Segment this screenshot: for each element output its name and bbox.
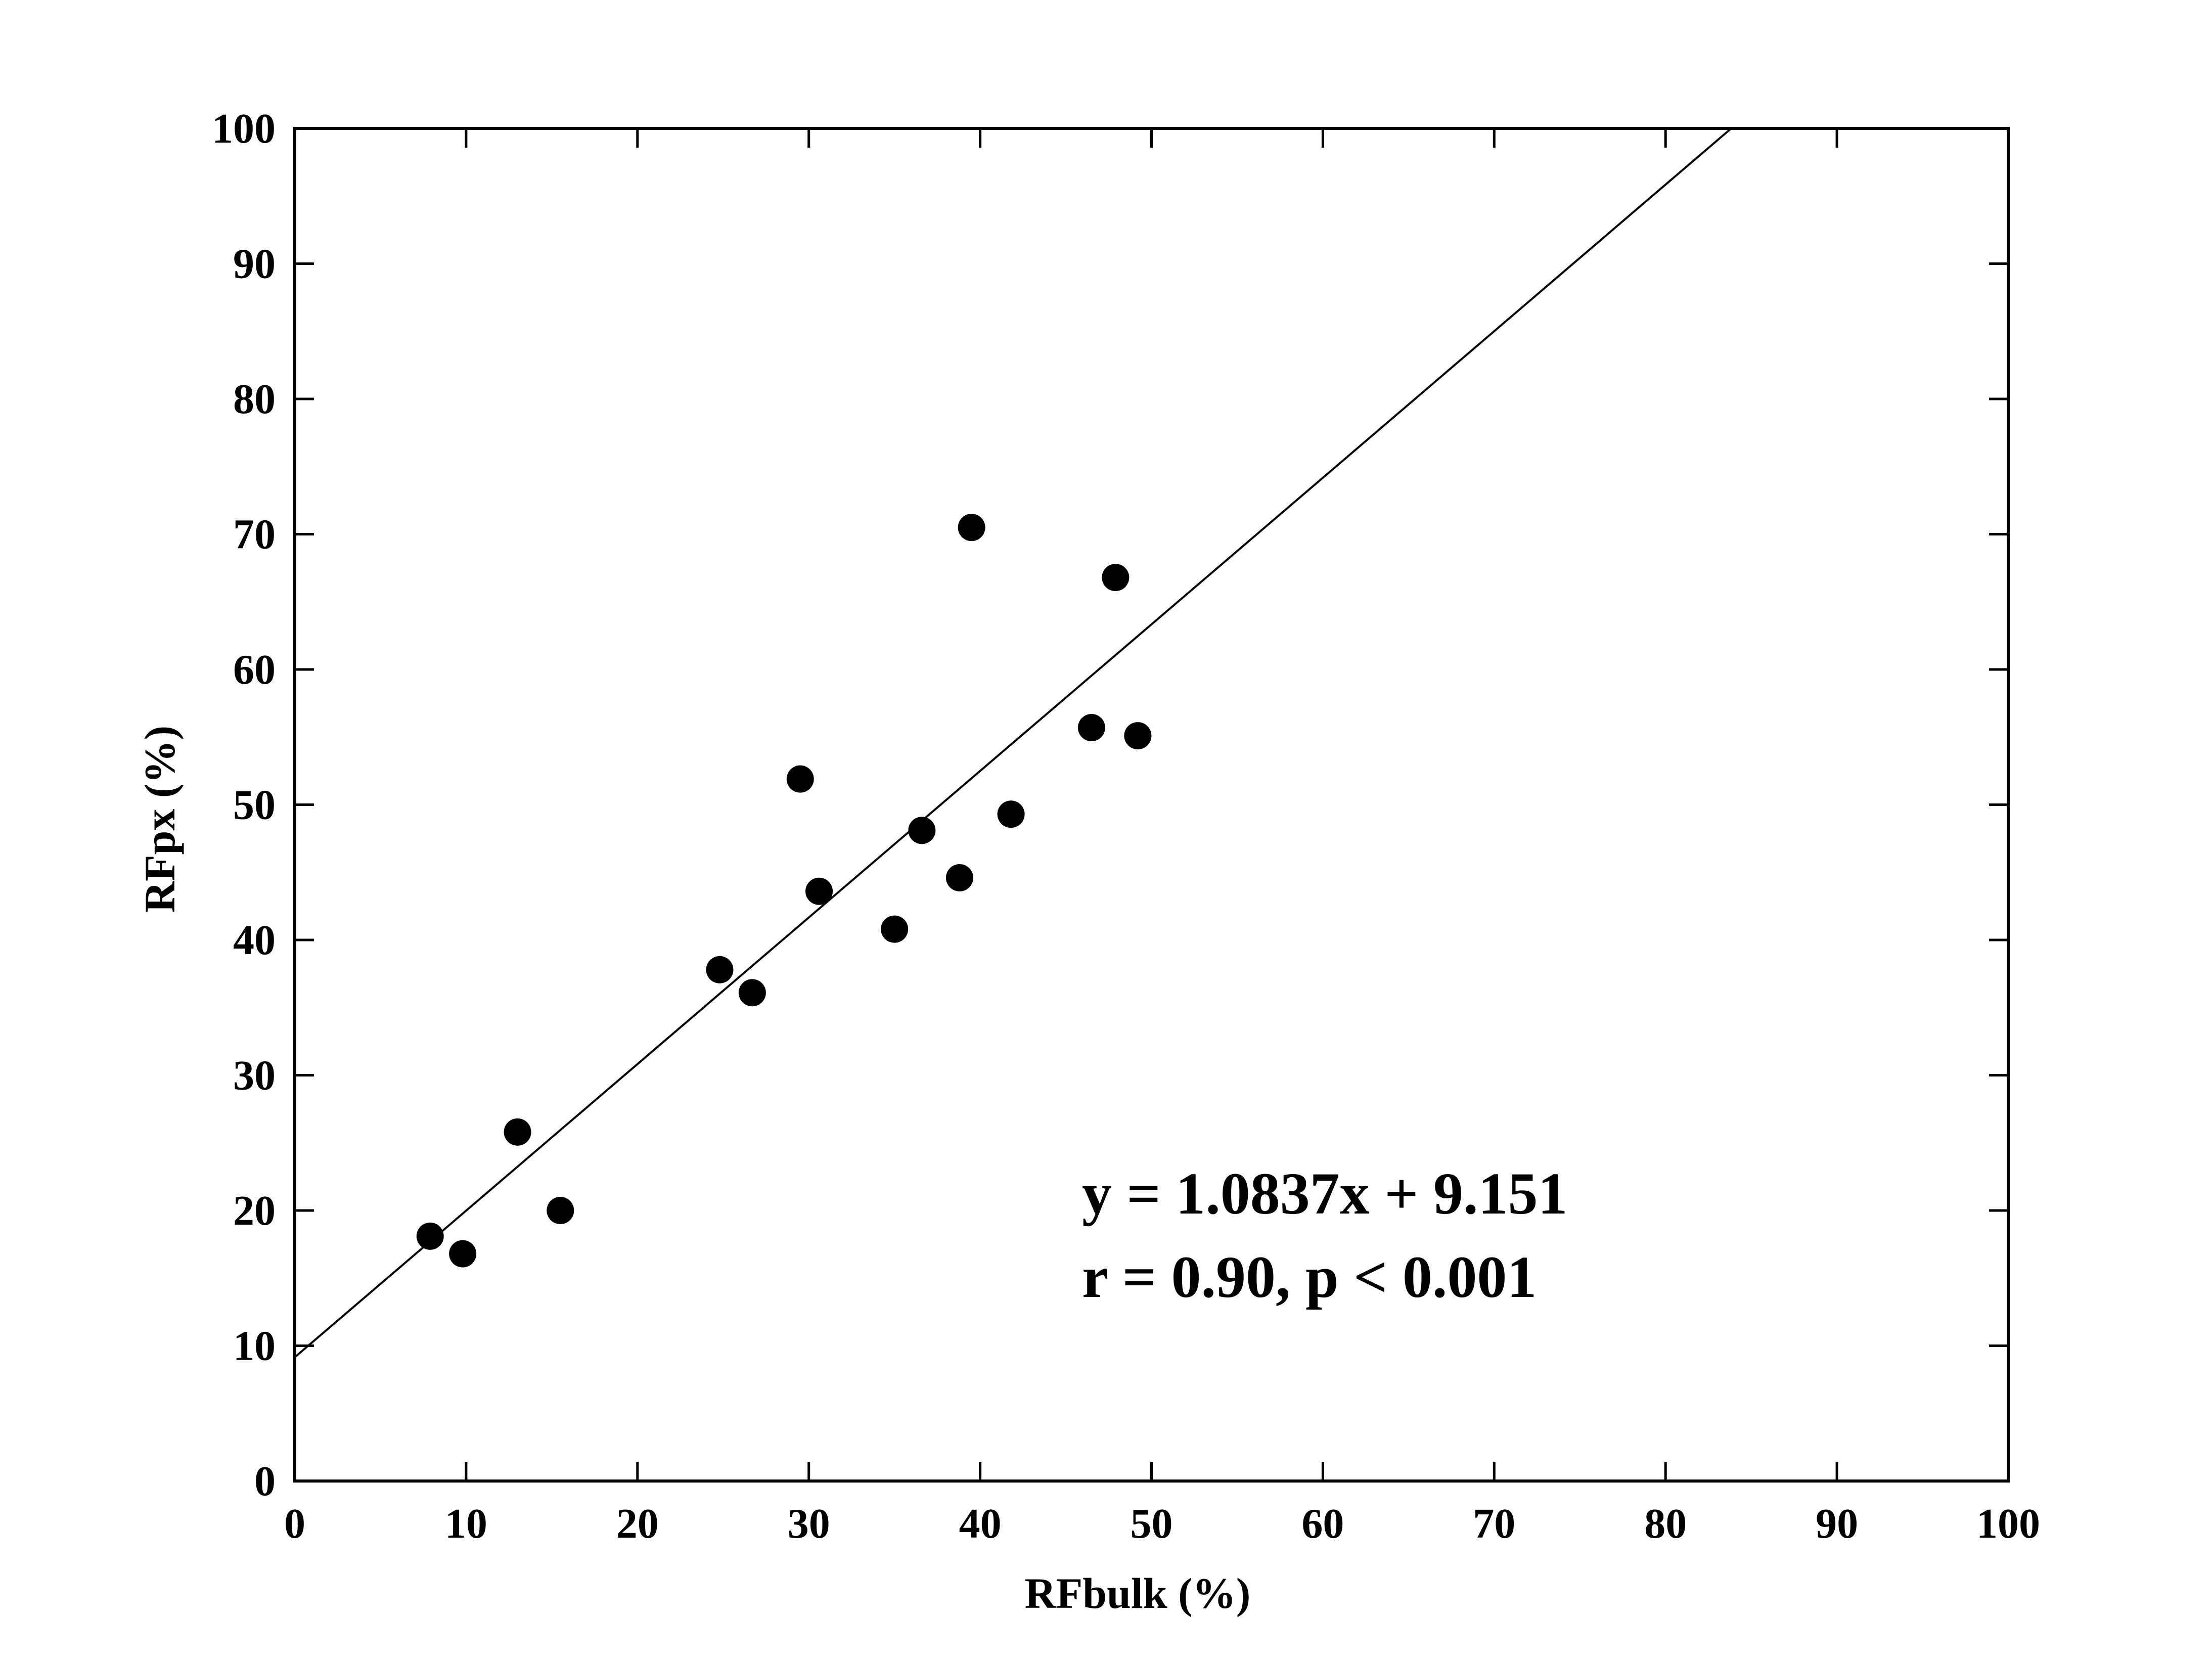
y-tick-label: 80	[233, 376, 276, 423]
data-point	[945, 864, 973, 891]
data-point	[997, 800, 1025, 828]
y-tick-label: 60	[233, 646, 276, 693]
y-tick-labels: 0 10 20 30 40 50 60 70 80 90 100	[212, 105, 276, 1505]
data-point	[1102, 564, 1130, 592]
data-point	[738, 979, 766, 1007]
x-tick-label: 70	[1473, 1500, 1515, 1547]
x-tick-label: 60	[1301, 1500, 1344, 1547]
data-point	[958, 514, 985, 542]
x-tick-label: 0	[284, 1500, 305, 1547]
x-tick-label: 80	[1644, 1500, 1687, 1547]
y-tick-label: 90	[233, 241, 276, 288]
y-tick-label: 40	[233, 917, 276, 964]
x-tick-labels: 0 10 20 30 40 50 60 70 80 90 100	[284, 1500, 2040, 1547]
x-tick-label: 50	[1131, 1500, 1173, 1547]
y-tick-label: 0	[254, 1458, 276, 1505]
trendline	[294, 127, 1732, 1358]
y-tick-label: 30	[233, 1052, 276, 1099]
regression-equation: y = 1.0837x + 9.151	[1082, 1160, 1567, 1227]
data-point	[1124, 722, 1152, 750]
data-point	[416, 1222, 444, 1250]
data-point	[908, 817, 936, 844]
axis-ticks	[293, 127, 2010, 1483]
x-tick-label: 90	[1816, 1500, 1858, 1547]
y-tick-label: 70	[233, 511, 276, 558]
y-tick-label: 10	[233, 1323, 276, 1370]
y-tick-label: 50	[233, 782, 276, 829]
data-point	[504, 1118, 531, 1146]
y-axis-label: RFpx (%)	[136, 726, 184, 913]
x-tick-label: 20	[616, 1500, 659, 1547]
x-tick-label: 30	[788, 1500, 830, 1547]
x-tick-label: 100	[1976, 1500, 2040, 1547]
data-point	[547, 1197, 574, 1224]
x-tick-label: 10	[445, 1500, 487, 1547]
y-tick-label: 20	[233, 1187, 276, 1234]
correlation-stats: r = 0.90, p < 0.001	[1082, 1244, 1537, 1310]
y-tick-label: 100	[212, 105, 276, 152]
data-points	[416, 514, 1152, 1268]
x-tick-label: 40	[959, 1500, 1002, 1547]
data-point	[805, 877, 833, 905]
trendline-group	[294, 127, 1732, 1358]
data-point	[449, 1240, 477, 1268]
data-point	[786, 765, 814, 793]
data-point	[706, 956, 734, 983]
data-point	[1077, 714, 1105, 742]
x-axis-label: RFbulk (%)	[1025, 1569, 1251, 1618]
data-point	[881, 915, 909, 943]
